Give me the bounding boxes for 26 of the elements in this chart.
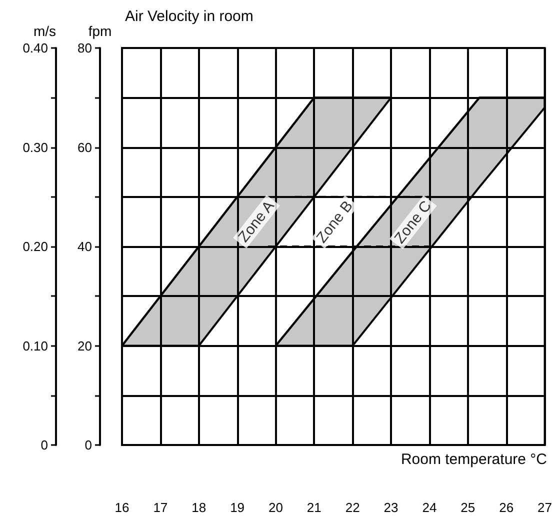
y-axis-title: fpm — [88, 23, 112, 39]
y2-tick-label: 0.10 — [22, 338, 48, 354]
x-tick-label: 22 — [345, 500, 360, 515]
x-tick-label: 19 — [230, 500, 245, 515]
y2-tick-label: 0.40 — [22, 40, 48, 56]
x-tick-label: 21 — [306, 500, 322, 515]
chart-title: Air Velocity in room — [125, 8, 254, 25]
x-tick-label: 18 — [192, 500, 206, 515]
y2-tick-label: 0.30 — [22, 140, 48, 155]
y2-axis-title: m/s — [33, 23, 56, 39]
x-tick-label: 20 — [268, 500, 283, 515]
x-tick-label: 24 — [422, 500, 437, 515]
y-tick-label: 0 — [84, 438, 92, 452]
x-tick-label: 25 — [460, 500, 476, 515]
y-tick-label: 80 — [78, 40, 92, 56]
y-tick-label: 40 — [78, 239, 92, 254]
x-tick-label: 26 — [499, 500, 514, 515]
y-tick-label: 60 — [78, 140, 92, 155]
x-tick-label: 17 — [153, 500, 168, 515]
y2-tick-label: 0.20 — [22, 239, 48, 254]
x-tick-label: 27 — [538, 500, 552, 515]
y-tick-label: 20 — [78, 338, 92, 354]
x-tick-label: 16 — [114, 500, 130, 515]
x-tick-label: 23 — [384, 500, 398, 515]
y2-tick-label: 0 — [40, 438, 48, 452]
x-axis-title: Room temperature °C — [400, 451, 548, 468]
